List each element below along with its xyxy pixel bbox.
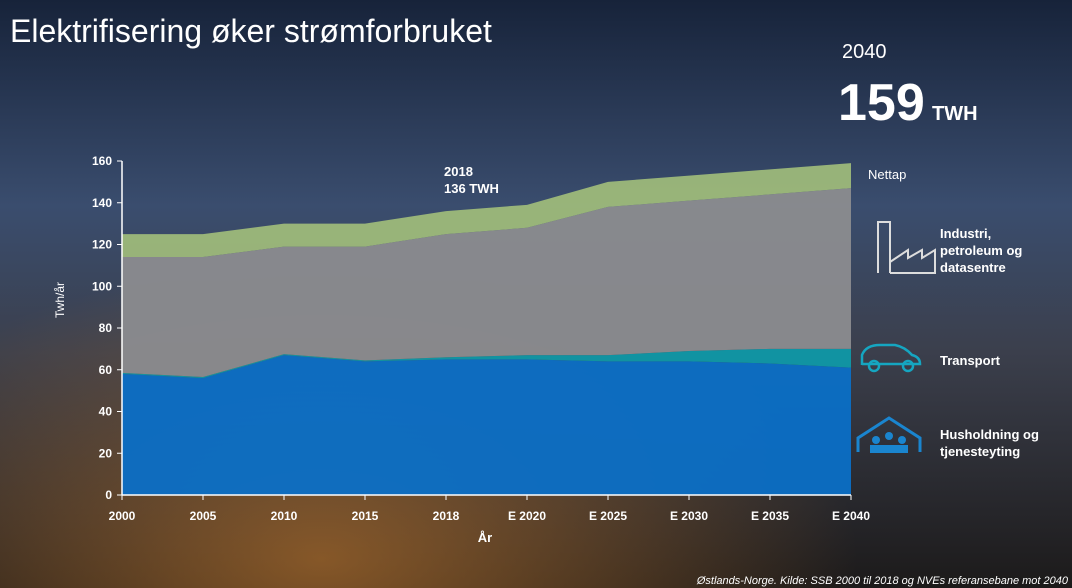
y-tick-label: 120 bbox=[92, 238, 112, 252]
area bbox=[122, 355, 851, 495]
y-tick-label: 40 bbox=[99, 405, 113, 419]
y-tick-label: 80 bbox=[99, 321, 113, 335]
x-tick-label: E 2035 bbox=[751, 509, 789, 523]
x-tick-label: 2015 bbox=[352, 509, 379, 523]
annotation-value: 136 TWH bbox=[444, 181, 499, 196]
y-tick-label: 0 bbox=[105, 488, 112, 502]
legend-label: Nettap bbox=[868, 166, 978, 183]
chart: Elektrifisering øker strømforbruket 2040… bbox=[0, 0, 1072, 588]
y-tick-label: 60 bbox=[99, 363, 113, 377]
x-tick-label: E 2020 bbox=[508, 509, 546, 523]
y-tick-label: 20 bbox=[99, 446, 113, 460]
y-tick-label: 140 bbox=[92, 196, 112, 210]
page: Elektrifisering øker strømforbruket 2040… bbox=[0, 0, 1072, 588]
y-tick-label: 100 bbox=[92, 279, 112, 293]
x-tick-label: 2000 bbox=[109, 509, 136, 523]
x-tick-label: E 2040 bbox=[832, 509, 870, 523]
headline-unit: TWH bbox=[932, 103, 978, 125]
x-tick-label: E 2025 bbox=[589, 509, 627, 523]
annotation-year: 2018 bbox=[444, 164, 473, 179]
legend-label: Husholdning og tjenesteyting bbox=[940, 426, 1050, 460]
y-tick-label: 160 bbox=[92, 154, 112, 168]
headline-year: 2040 bbox=[842, 41, 887, 63]
y-axis-label: Twh/år bbox=[53, 282, 67, 318]
chart-title: Elektrifisering øker strømforbruket bbox=[10, 13, 492, 49]
headline-value: 159 bbox=[838, 74, 925, 132]
x-tick-label: 2005 bbox=[190, 509, 217, 523]
x-tick-label: 2010 bbox=[271, 509, 298, 523]
x-tick-label: E 2030 bbox=[670, 509, 708, 523]
legend-label: Transport bbox=[940, 352, 1050, 369]
footnote: Østlands-Norge. Kilde: SSB 2000 til 2018… bbox=[696, 575, 1069, 587]
x-tick-label: 2018 bbox=[433, 509, 460, 523]
x-axis-label: År bbox=[478, 530, 492, 545]
legend-label: Industri, petroleum og datasentre bbox=[940, 225, 1050, 276]
